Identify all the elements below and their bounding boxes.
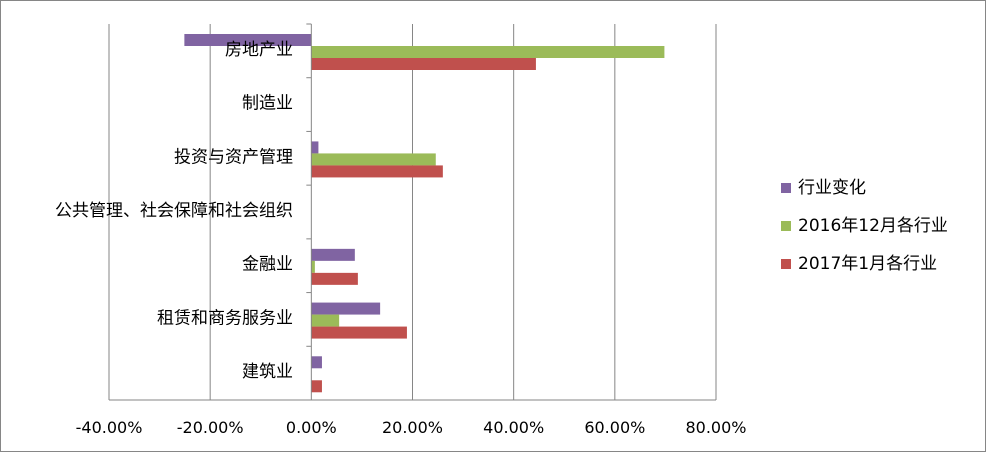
- bar-change: [184, 34, 312, 46]
- x-tick-label: 20.00%: [382, 418, 443, 437]
- category-label: 房地产业: [225, 40, 293, 60]
- legend-swatch: [781, 259, 791, 269]
- x-tick-label: -40.00%: [76, 418, 143, 437]
- x-tick-label: 60.00%: [584, 418, 645, 437]
- bar-2016-12: [311, 46, 665, 58]
- bar-2017-01: [311, 165, 443, 178]
- category-label: 金融业: [242, 255, 293, 275]
- x-tick-label: -20.00%: [177, 418, 244, 437]
- legend-swatch: [781, 183, 791, 193]
- bar-2017-01: [311, 58, 536, 70]
- legend-swatch: [781, 221, 791, 231]
- category-label: 投资与资产管理: [174, 147, 293, 167]
- legend-label: 行业变化: [798, 178, 866, 198]
- bar-change: [311, 141, 319, 154]
- bar-2016-12: [311, 260, 315, 273]
- legend-label: 2017年1月各行业: [798, 254, 937, 274]
- x-tick-label: 40.00%: [483, 418, 544, 437]
- bar-2016-12: [311, 314, 340, 327]
- category-label: 公共管理、社会保障和社会组织: [55, 201, 293, 221]
- category-label: 制造业: [242, 94, 293, 114]
- bar-2017-01: [311, 380, 322, 393]
- legend-label: 2016年12月各行业: [798, 216, 948, 236]
- bar-change: [311, 302, 381, 315]
- bar-change: [311, 248, 355, 261]
- x-tick-label: 80.00%: [685, 418, 746, 437]
- category-label: 建筑业: [242, 362, 293, 382]
- bar-2017-01: [311, 272, 358, 285]
- bar-2017-01: [311, 326, 407, 339]
- bar-2016-12: [311, 153, 436, 166]
- category-label: 租赁和商务服务业: [157, 308, 293, 328]
- x-tick-label: 0.00%: [286, 418, 337, 437]
- bar-change: [311, 356, 322, 369]
